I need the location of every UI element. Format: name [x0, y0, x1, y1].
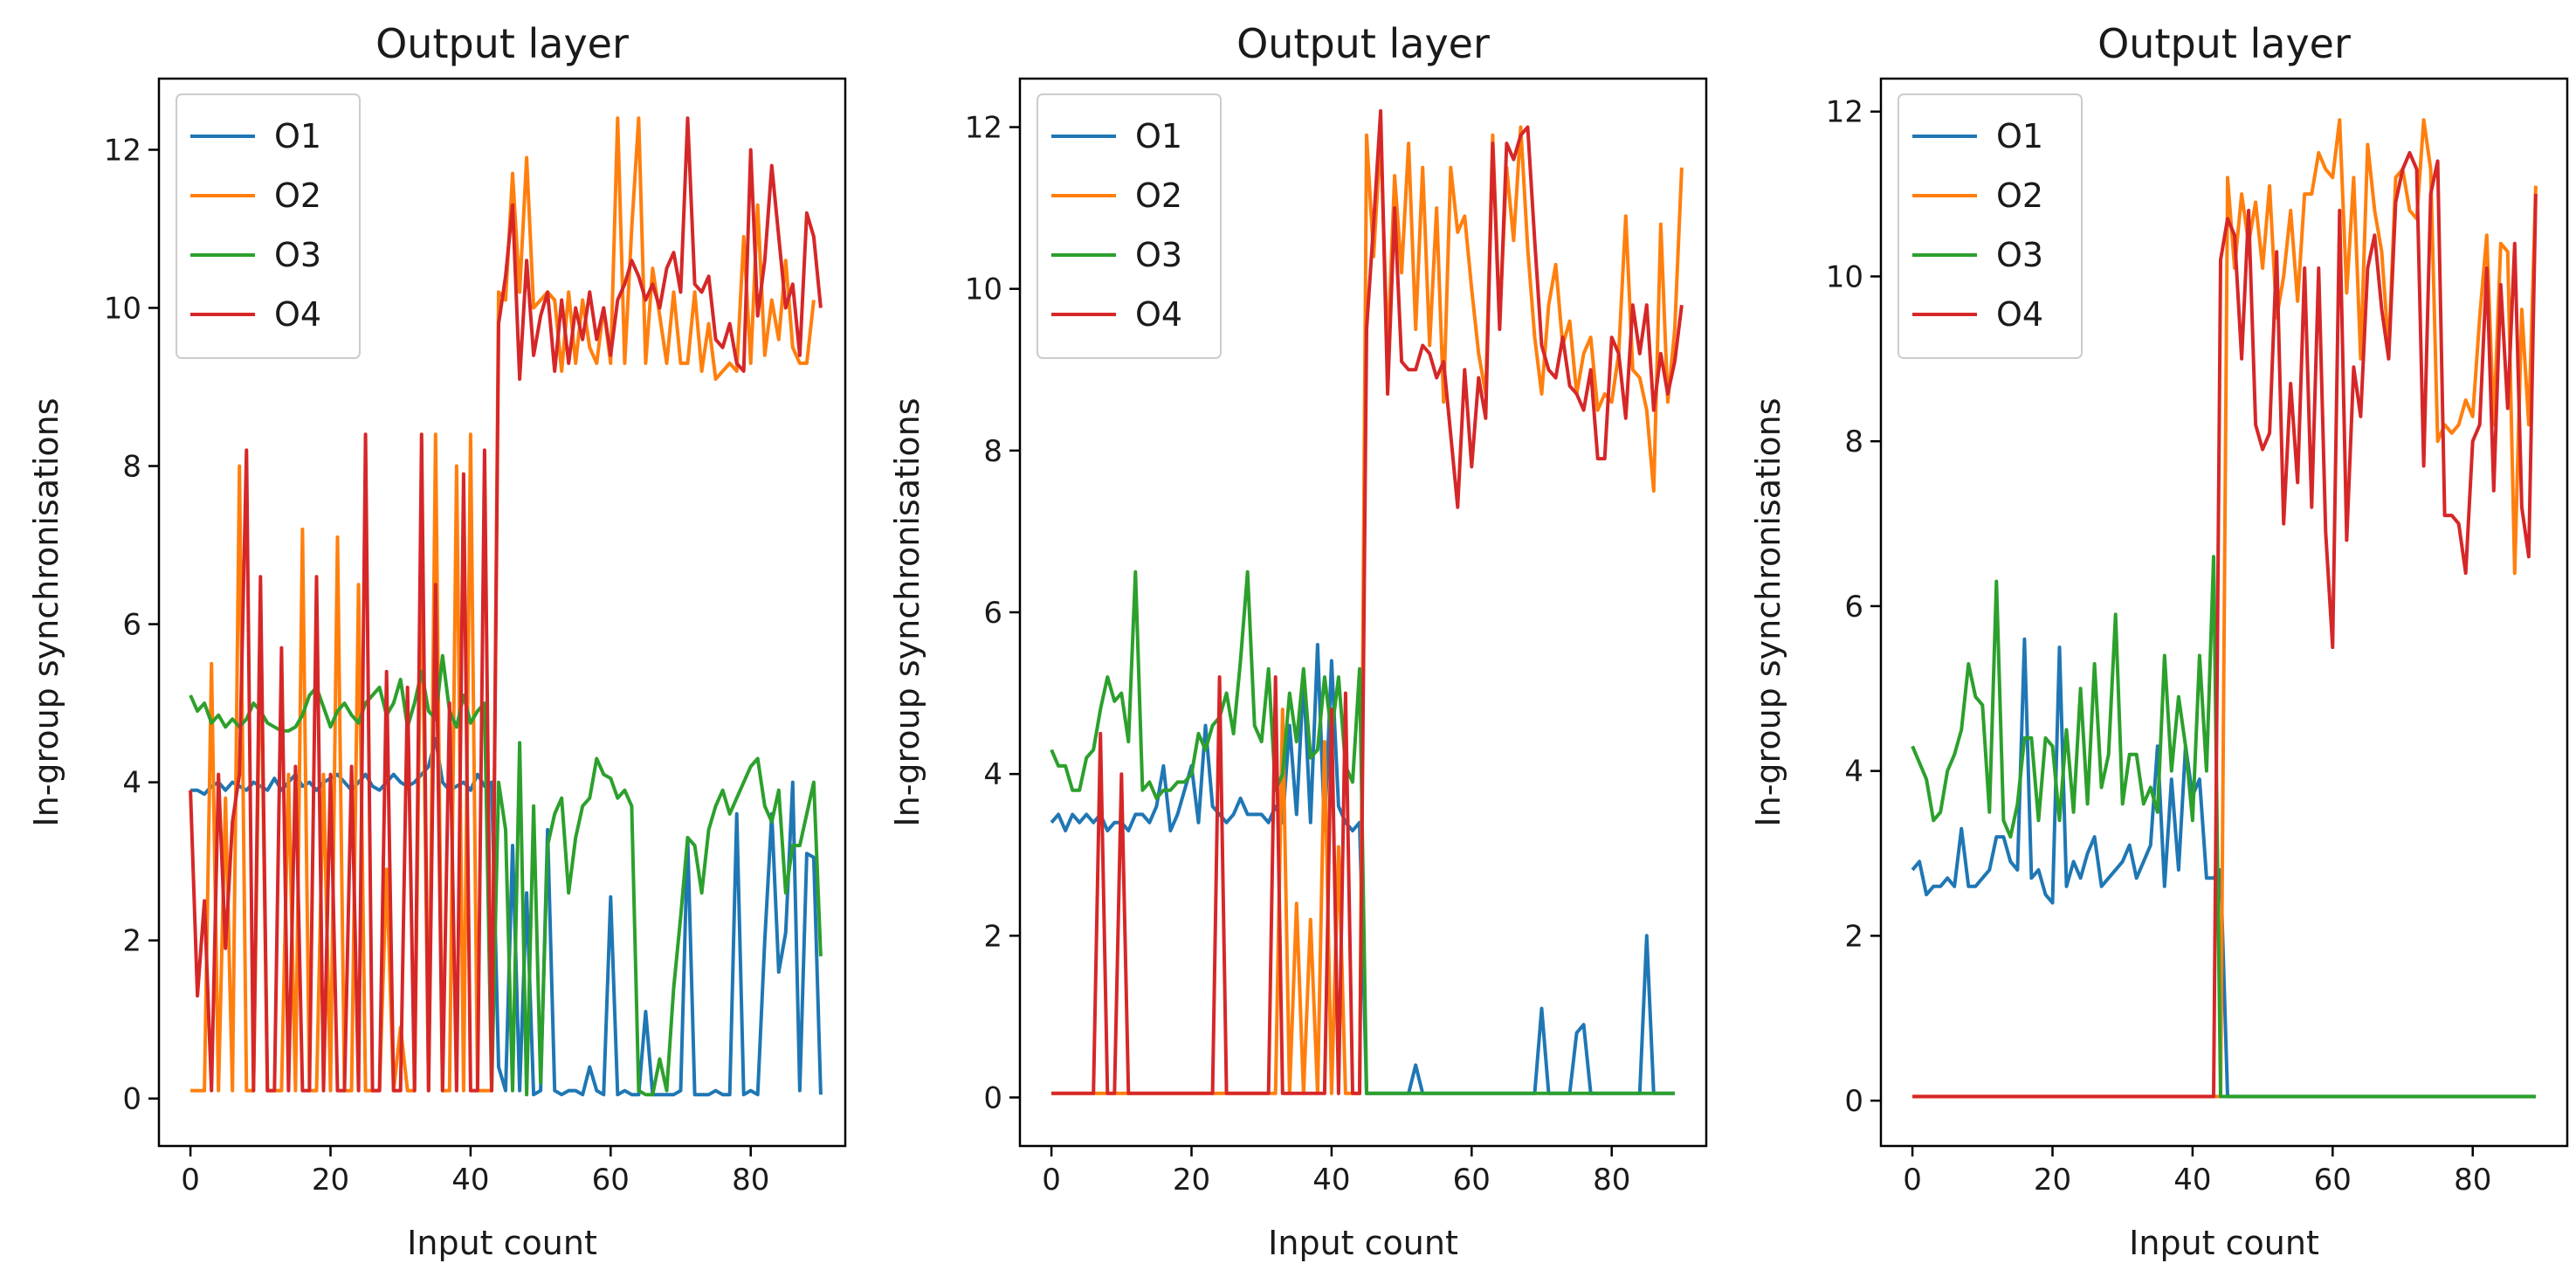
x-tick-label: 40	[1312, 1163, 1350, 1198]
x-tick-label: 40	[2173, 1163, 2211, 1198]
y-tick-label: 8	[1844, 425, 1863, 459]
y-tick-label: 12	[1826, 95, 1863, 130]
legend-label-o1: O1	[274, 117, 321, 155]
y-tick-label: 6	[983, 596, 1002, 631]
legend-box	[176, 93, 361, 359]
x-tick-label: 40	[451, 1163, 489, 1198]
x-tick-label: 80	[1593, 1163, 1630, 1198]
x-tick-label: 80	[2454, 1163, 2491, 1198]
y-tick-label: 2	[1844, 919, 1863, 954]
y-axis-label: In-group synchronisations	[888, 397, 926, 826]
plot-frame	[1018, 77, 1708, 1148]
y-tick-label: 12	[965, 111, 1002, 146]
x-tick-label: 20	[2034, 1163, 2071, 1198]
legend-label-o2: O2	[1135, 176, 1182, 215]
y-tick-label: 8	[122, 450, 141, 485]
y-axis-label: In-group synchronisations	[1749, 397, 1787, 826]
y-tick-label: 6	[1844, 590, 1863, 625]
axis-ticks: 0 20 40 60 80 0 2 4 6 8 10 12	[104, 133, 770, 1198]
chart-title: Output layer	[2097, 20, 2351, 67]
legend-label-o1: O1	[1996, 117, 2043, 155]
plot-frame	[1879, 77, 2569, 1148]
panel-1: Output layer 0 20 40 60 80 0 2 4 6 8 10 12 Input co…	[27, 20, 847, 1262]
x-tick-label: 0	[1903, 1163, 1922, 1198]
legend-box	[1037, 93, 1222, 359]
x-axis-label: Input count	[1268, 1224, 1458, 1262]
y-tick-label: 0	[1844, 1084, 1863, 1119]
legend-label-o4: O4	[1135, 295, 1182, 334]
series-lines	[189, 116, 823, 1097]
chart-title: Output layer	[1236, 20, 1490, 67]
y-tick-label: 2	[983, 919, 1002, 954]
legend-box	[1898, 93, 2083, 359]
chart-title: Output layer	[375, 20, 629, 67]
series-line-o4	[1912, 150, 2538, 1099]
legend-label-o4: O4	[1996, 295, 2043, 334]
legend-label-o1: O1	[1135, 117, 1182, 155]
x-tick-label: 80	[732, 1163, 769, 1198]
axis-ticks: 0 20 40 60 80 0 2 4 6 8 10 12	[965, 111, 1631, 1198]
legend-label-o2: O2	[1996, 176, 2043, 215]
legend-label-o4: O4	[274, 295, 321, 334]
series-lines	[1050, 109, 1684, 1095]
panel-3: Output layer 0 20 40 60 80 0 2 4 6 8 10 12 Input co…	[1749, 20, 2569, 1262]
y-tick-label: 10	[1826, 259, 1863, 294]
y-tick-label: 4	[983, 757, 1002, 792]
legend: O1 O2 O3 O4	[1037, 93, 1222, 359]
legend: O1 O2 O3 O4	[1898, 93, 2083, 359]
series-line-o4	[189, 116, 823, 1093]
x-tick-label: 20	[312, 1163, 349, 1198]
y-tick-label: 0	[122, 1082, 141, 1117]
y-tick-label: 12	[104, 133, 141, 168]
y-tick-label: 0	[983, 1080, 1002, 1115]
y-tick-label: 2	[122, 924, 141, 959]
legend: O1 O2 O3 O4	[176, 93, 361, 359]
x-tick-label: 60	[1453, 1163, 1491, 1198]
series-line-o4	[1051, 109, 1684, 1095]
y-axis-label: In-group synchronisations	[27, 397, 65, 826]
x-tick-label: 0	[1042, 1163, 1061, 1198]
x-tick-label: 60	[592, 1163, 630, 1198]
axis-ticks: 0 20 40 60 80 0 2 4 6 8 10 12	[1826, 95, 2492, 1198]
panel-2: Output layer 0 20 40 60 80 0 2 4 6 8 10 12 Input co…	[888, 20, 1708, 1262]
y-tick-label: 6	[122, 608, 141, 643]
y-tick-label: 4	[122, 766, 141, 801]
legend-label-o3: O3	[1135, 236, 1182, 274]
x-tick-label: 20	[1173, 1163, 1210, 1198]
legend-label-o3: O3	[1996, 236, 2043, 274]
series-lines	[1911, 118, 2538, 1099]
x-axis-label: Input count	[2129, 1224, 2319, 1262]
legend-label-o2: O2	[274, 176, 321, 215]
y-tick-label: 10	[104, 292, 141, 327]
y-tick-label: 8	[983, 434, 1002, 469]
y-tick-label: 10	[965, 273, 1002, 307]
x-tick-label: 0	[181, 1163, 200, 1198]
x-axis-label: Input count	[407, 1224, 597, 1262]
legend-label-o3: O3	[274, 236, 321, 274]
plot-frame	[157, 77, 847, 1148]
x-tick-label: 60	[2314, 1163, 2352, 1198]
series-line-o3	[1911, 555, 2536, 1099]
y-tick-label: 4	[1844, 755, 1863, 790]
series-line-o3	[189, 653, 823, 1097]
